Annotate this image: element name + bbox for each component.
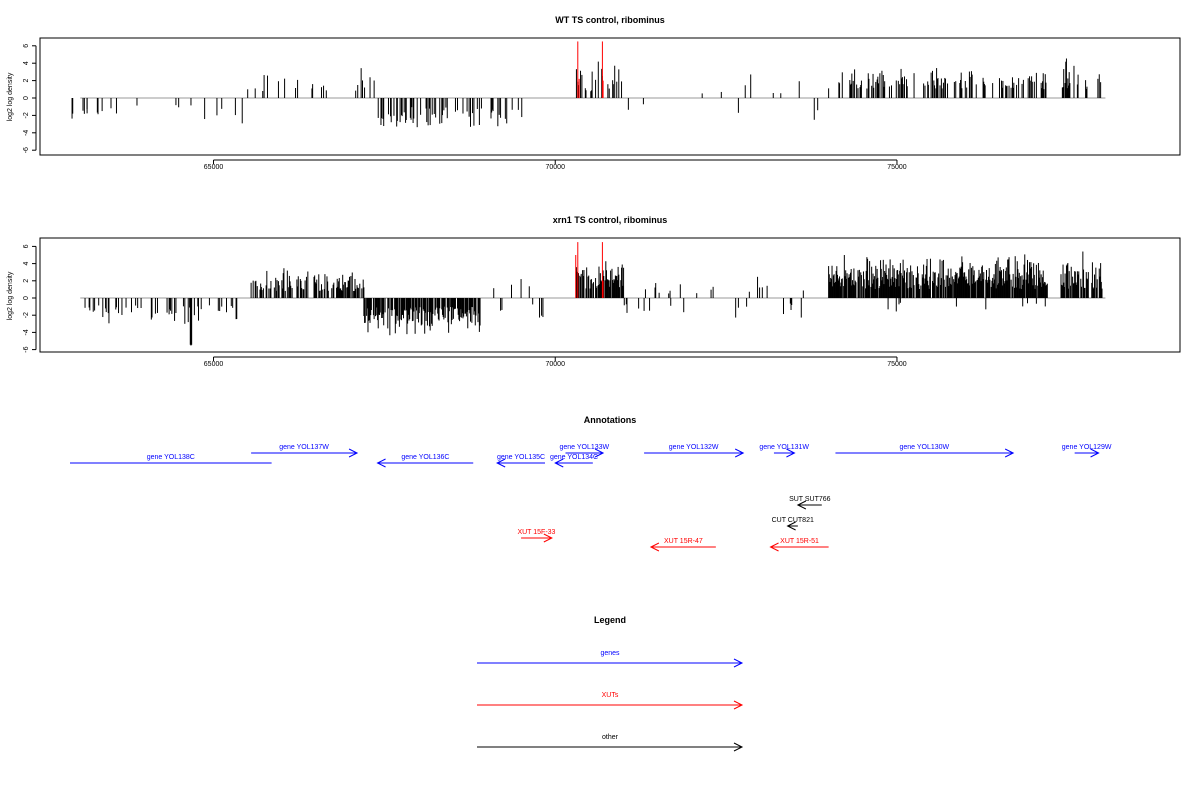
xrn1-y-tick-label: -4	[23, 329, 30, 335]
xrn1-y-tick-label: 0	[23, 296, 30, 300]
xrn1-panel-title: xrn1 TS control, ribominus	[553, 215, 668, 225]
xut-arrowhead	[543, 533, 553, 543]
legend-arrowhead	[733, 658, 744, 668]
wt-y-tick-label: -2	[23, 112, 30, 118]
wt-x-tick-label: 70000	[546, 164, 566, 171]
xut-arrowhead	[649, 542, 660, 552]
xrn1-y-tick-label: 2	[23, 279, 30, 283]
wt-y-tick-label: -6	[23, 147, 30, 153]
gene-arrowhead	[348, 448, 359, 458]
gene-feature-label: gene YOL130W	[899, 444, 949, 451]
xrn1-y-tick-label: 6	[23, 244, 30, 248]
legend-arrowhead	[733, 700, 744, 710]
other-arrowhead	[786, 521, 796, 531]
xrn1-y-axis: 6 4 2 0 -2 -4 -6	[23, 244, 37, 353]
wt-y-tick-label: 4	[23, 61, 30, 65]
gene-feature-label: gene YOL138C	[147, 454, 195, 461]
other-feature-label: CUT CUT821	[772, 517, 814, 524]
wt-plot-frame	[39, 37, 1181, 156]
gene-feature-label: gene YOL137W	[279, 444, 329, 451]
gene-feature-label: gene YOL132W	[669, 444, 719, 451]
xrn1-density-bars	[84, 242, 1103, 346]
annotation-features: gene YOL138C gene YOL137W gene YOL136C gene…	[70, 444, 1112, 552]
xrn1-x-tick-label: 75000	[887, 361, 907, 368]
xrn1-x-axis: 65000 70000 75000	[204, 356, 907, 368]
xrn1-plot-frame	[39, 237, 1181, 353]
wt-y-tick-label: 6	[23, 44, 30, 48]
gene-arrowhead	[554, 458, 564, 468]
legend-entries: genes XUTs other	[477, 650, 744, 752]
gene-arrowhead	[496, 458, 506, 468]
gene-feature-label: gene YOL135C	[497, 454, 545, 461]
xut-feature-label: XUT 15F-33	[517, 529, 555, 536]
gene-arrowhead	[1090, 448, 1100, 458]
wt-panel-title: WT TS control, ribominus	[555, 15, 665, 25]
wt-y-tick-label: 2	[23, 79, 30, 83]
xrn1-y-tick-label: -2	[23, 312, 30, 318]
xrn1-x-tick-label: 65000	[204, 361, 224, 368]
xut-feature-label: XUT 15R-47	[664, 538, 703, 545]
gene-arrowhead	[786, 448, 796, 458]
gene-arrowhead	[734, 448, 745, 458]
gene-arrowhead	[594, 448, 605, 458]
xut-arrowhead	[769, 542, 779, 552]
gene-feature-label: gene YOL133W	[559, 444, 609, 451]
panel-xrn1: xrn1 TS control, ribominus log2 log dens…	[7, 215, 1181, 368]
wt-x-axis: 65000 70000 75000	[204, 159, 907, 171]
gene-arrowhead	[1004, 448, 1015, 458]
legend: Legend genes XUTs other	[477, 615, 744, 752]
wt-y-axis-label: log2 log density	[7, 72, 14, 121]
legend-label: XUTs	[602, 692, 619, 699]
xrn1-y-tick-label: -6	[23, 346, 30, 352]
wt-y-tick-label: 0	[23, 96, 30, 100]
gene-feature-label: gene YOL134C	[550, 454, 598, 461]
wt-y-axis: 6 4 2 0 -2 -4 -6	[23, 44, 37, 153]
wt-x-tick-label: 75000	[887, 164, 907, 171]
gene-arrowhead	[376, 458, 386, 468]
legend-label: genes	[600, 650, 620, 657]
wt-density-bars	[71, 41, 1102, 128]
other-arrowhead	[796, 500, 807, 510]
annotations-title: Annotations	[584, 415, 637, 425]
other-feature-label: SUT SUT766	[789, 496, 831, 503]
gene-feature-label: gene YOL131W	[759, 444, 809, 451]
panel-wt: WT TS control, ribominus log2 log densit…	[7, 15, 1181, 171]
legend-label: other	[602, 734, 619, 741]
wt-y-tick-label: -4	[23, 130, 30, 136]
gene-feature-label: gene YOL129W	[1062, 444, 1112, 451]
wt-x-tick-label: 65000	[204, 164, 224, 171]
legend-title: Legend	[594, 615, 626, 625]
xrn1-y-tick-label: 4	[23, 262, 30, 266]
xrn1-x-tick-label: 70000	[546, 361, 566, 368]
gene-feature-label: gene YOL136C	[401, 454, 449, 461]
legend-arrowhead	[733, 742, 744, 752]
xut-feature-label: XUT 15R-51	[780, 538, 819, 545]
xrn1-y-axis-label: log2 log density	[7, 271, 14, 320]
